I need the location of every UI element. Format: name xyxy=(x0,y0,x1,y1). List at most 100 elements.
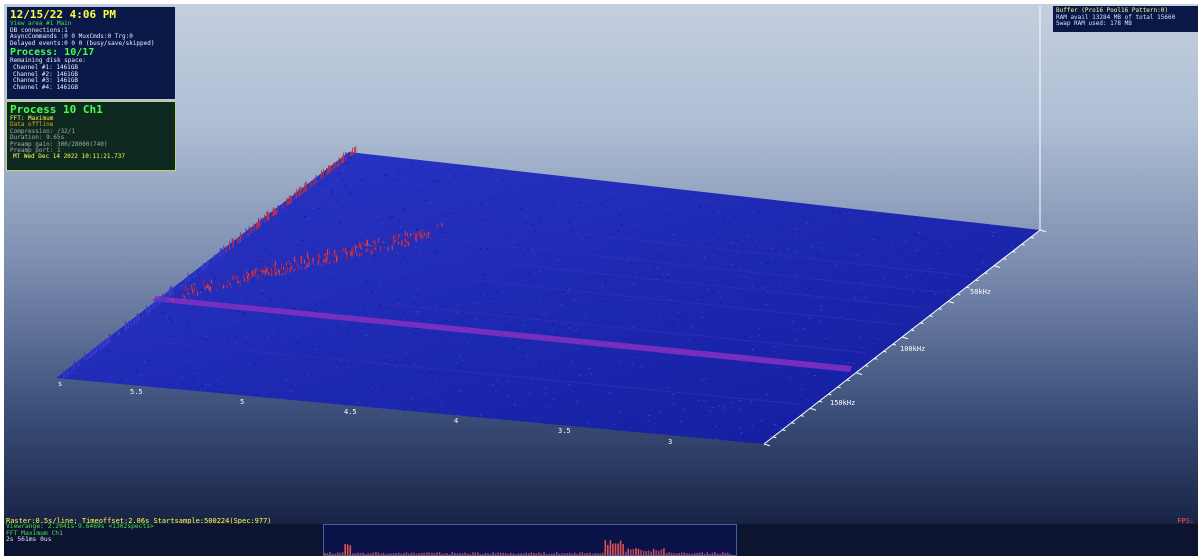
texture-speck xyxy=(769,372,772,374)
texture-speck xyxy=(672,234,674,235)
texture-speck xyxy=(790,282,793,284)
freq-tick xyxy=(763,443,771,447)
texture-speck xyxy=(620,403,623,405)
texture-speck xyxy=(843,298,846,299)
texture-speck xyxy=(673,403,676,405)
texture-speck xyxy=(568,287,571,289)
texture-speck xyxy=(321,300,324,302)
texture-speck xyxy=(458,355,461,357)
minimap-bar xyxy=(576,553,578,555)
minimap-bar xyxy=(594,553,596,555)
texture-speck xyxy=(471,269,474,270)
spectrogram-viewport[interactable]: 50kHz 100kHz 150kHz s 5.5 5 4.5 4 3.5 3 … xyxy=(4,4,1198,556)
channel-4-disk: Channel #4: 1461GB xyxy=(13,83,79,91)
texture-speck xyxy=(448,198,451,200)
texture-speck xyxy=(847,362,850,364)
minimap-bar xyxy=(482,553,484,555)
minimap-bar xyxy=(673,553,675,555)
spectrogram-3d-plot[interactable]: 50kHz 100kHz 150kHz s 5.5 5 4.5 4 3.5 3 xyxy=(4,4,1198,556)
texture-speck xyxy=(817,241,820,243)
texture-speck xyxy=(618,214,621,216)
texture-speck xyxy=(693,198,696,200)
minimap-bar xyxy=(329,552,331,555)
texture-speck xyxy=(938,254,941,256)
process-panel[interactable]: Process 10 Ch1 FFT: Maximum Data offline… xyxy=(6,101,176,171)
texture-speck xyxy=(461,359,464,361)
minimap-bar xyxy=(395,553,397,555)
texture-speck xyxy=(776,366,779,368)
texture-speck xyxy=(419,248,422,249)
minimap-bar xyxy=(403,553,405,555)
texture-speck xyxy=(727,245,730,247)
texture-speck xyxy=(444,320,447,322)
texture-speck xyxy=(480,203,482,205)
texture-speck xyxy=(937,229,940,231)
texture-speck xyxy=(688,430,691,432)
texture-speck xyxy=(316,247,319,248)
texture-speck xyxy=(508,325,511,326)
minimap-bar xyxy=(703,554,706,555)
freq-tick xyxy=(1039,229,1047,233)
texture-speck xyxy=(647,193,650,195)
minimap-bar xyxy=(726,552,729,555)
texture-speck xyxy=(792,396,795,398)
minimap-bar xyxy=(647,550,650,555)
texture-speck xyxy=(728,374,731,376)
texture-speck xyxy=(746,317,749,319)
texture-speck xyxy=(632,362,634,364)
freq-tick xyxy=(791,422,795,424)
texture-speck xyxy=(416,228,419,230)
texture-speck xyxy=(711,254,714,256)
minimap-bar xyxy=(464,552,466,555)
texture-speck xyxy=(379,304,382,306)
ridge-line xyxy=(122,338,800,405)
texture-speck xyxy=(762,287,764,289)
texture-speck xyxy=(676,314,679,316)
texture-speck xyxy=(413,246,416,248)
texture-speck xyxy=(771,247,774,249)
texture-speck xyxy=(621,412,624,414)
minimap-bar xyxy=(418,553,420,555)
overview-left-area[interactable] xyxy=(4,524,323,556)
texture-speck xyxy=(361,179,363,181)
texture-speck xyxy=(740,432,743,434)
texture-speck xyxy=(143,326,146,328)
minimap-bar xyxy=(515,554,517,555)
duration-label: Duration: 9.65s xyxy=(10,134,65,142)
texture-speck xyxy=(751,285,754,287)
texture-speck xyxy=(796,303,798,305)
texture-speck xyxy=(721,306,724,308)
texture-speck xyxy=(402,207,405,209)
minimap-bar xyxy=(397,552,400,555)
texture-speck xyxy=(843,247,846,249)
texture-speck xyxy=(709,404,712,406)
texture-speck xyxy=(285,252,288,254)
texture-speck xyxy=(629,262,632,264)
texture-speck xyxy=(467,375,470,377)
texture-speck xyxy=(397,253,400,255)
texture-speck xyxy=(419,310,422,312)
minimap-bar xyxy=(331,553,334,555)
texture-speck xyxy=(408,229,411,231)
texture-speck xyxy=(472,340,475,342)
overview-minimap[interactable] xyxy=(323,524,737,556)
texture-speck xyxy=(173,289,175,290)
texture-speck xyxy=(452,212,455,214)
texture-speck xyxy=(136,370,139,372)
texture-speck xyxy=(750,269,753,271)
texture-speck xyxy=(914,233,916,235)
texture-speck xyxy=(835,265,838,267)
texture-speck xyxy=(413,363,416,365)
texture-speck xyxy=(712,231,715,233)
texture-speck xyxy=(685,202,688,204)
view-area-label: View area #1 Main xyxy=(10,20,72,27)
texture-speck xyxy=(504,311,507,313)
minimap-bar xyxy=(678,553,680,555)
texture-speck xyxy=(573,389,576,390)
texture-speck xyxy=(637,292,639,294)
ridge-line xyxy=(193,284,866,354)
texture-speck xyxy=(354,260,357,262)
overview-right-area[interactable] xyxy=(737,524,1198,556)
texture-speck xyxy=(851,303,854,305)
texture-speck xyxy=(628,187,631,189)
